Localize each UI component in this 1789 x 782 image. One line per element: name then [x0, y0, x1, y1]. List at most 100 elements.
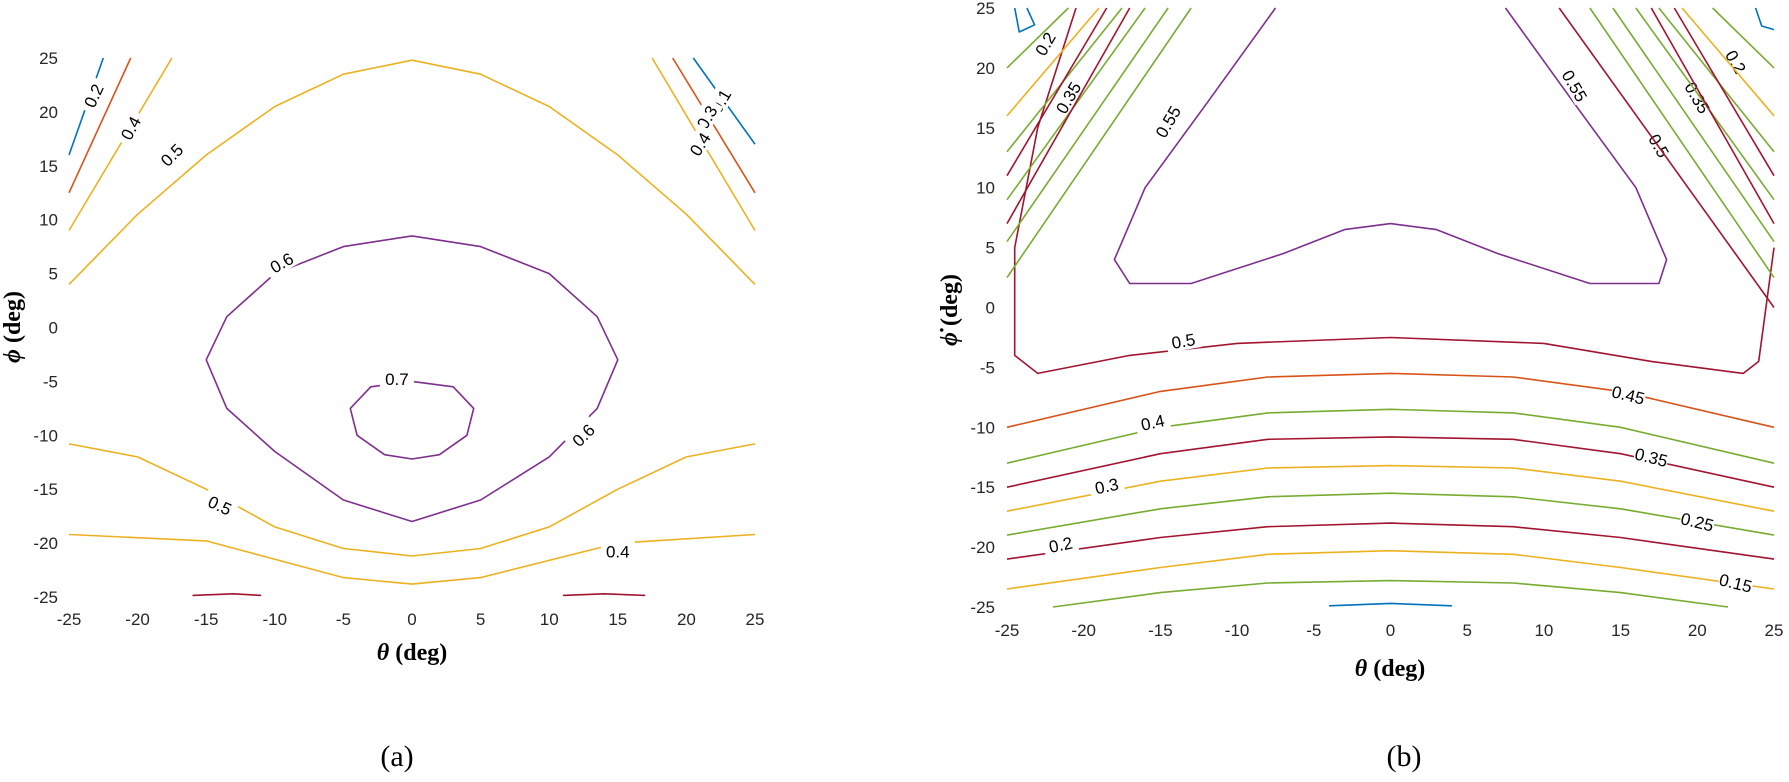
contour-line — [1006, 7, 1108, 177]
contour-label: 0.7 — [385, 370, 409, 389]
panel-b: 0.550.550.50.50.450.40.350.35 0.350.30.25… — [937, 0, 1783, 773]
contour-label-background — [1027, 23, 1062, 64]
contour-line — [672, 57, 756, 194]
contour-label: 0.4 — [1139, 411, 1166, 434]
contour-line — [1006, 492, 1775, 536]
contour-label-background — [379, 368, 414, 389]
y-tick-label: -20 — [970, 538, 995, 557]
x-tick-label: 0 — [407, 610, 416, 629]
panel-a-caption: (a) — [380, 740, 413, 773]
contour-line — [1006, 7, 1069, 69]
y-tick-label: -20 — [33, 534, 58, 553]
contour-line — [1712, 7, 1775, 69]
panel-b-contours: 0.550.550.50.50.450.40.350.35 0.350.30.25… — [1006, 7, 1775, 608]
y-tick-label: -5 — [980, 358, 995, 377]
x-tick-label: 5 — [1462, 621, 1471, 640]
contour-label-background — [563, 415, 602, 454]
y-tick-label: -10 — [33, 426, 58, 445]
panel-a: 0.10.20.30.40.40.40.50.50.60.60.7 -25 -20… — [0, 49, 764, 773]
contour-line — [1006, 522, 1775, 560]
y-tick-label: -5 — [43, 372, 58, 391]
contour-label-background — [1041, 530, 1080, 558]
contour-line — [205, 235, 619, 523]
contour-line — [1650, 7, 1775, 224]
contour-label-background — [1609, 380, 1648, 408]
x-tick-label: -10 — [1225, 621, 1250, 640]
contour-line — [1329, 602, 1452, 607]
contour-line — [1006, 7, 1100, 117]
y-tick-label: 25 — [976, 0, 995, 18]
panel-a-y-ticks: -25 -20 -15 -10 -5 0 5 10 15 20 25 — [33, 49, 58, 607]
y-tick-label: 5 — [986, 239, 995, 258]
panel-a-plot-area — [69, 58, 755, 597]
contour-line — [349, 380, 475, 460]
x-tick-label: 0 — [1386, 621, 1395, 640]
y-tick-label: 10 — [39, 211, 58, 230]
contour-line — [192, 592, 262, 597]
contour-line — [562, 592, 646, 597]
y-tick-label: 5 — [49, 265, 58, 284]
contour-label-background — [1558, 65, 1593, 106]
panel-b-x-ticks: -25 -20 -15 -10 -5 0 5 10 15 20 25 — [995, 621, 1784, 640]
x-tick-label: -5 — [1306, 621, 1321, 640]
panel-b-y-axis-label: ϕ̇ (deg) — [937, 274, 963, 346]
contour-label: 0.3 — [1093, 475, 1120, 498]
contour-line — [1013, 7, 1775, 375]
x-tick-label: 20 — [1688, 621, 1707, 640]
y-tick-label: -25 — [33, 588, 58, 607]
contour-label-background — [1678, 507, 1717, 535]
y-tick-label: 15 — [39, 157, 58, 176]
panel-a-contours: 0.10.20.30.40.40.40.50.50.60.60.7 — [68, 57, 756, 597]
contour-line — [1006, 7, 1169, 243]
contour-label-background — [600, 540, 635, 561]
y-tick-label: 0 — [49, 319, 58, 338]
y-tick-label: -10 — [970, 418, 995, 437]
contour-line — [1006, 7, 1131, 224]
y-tick-label: 20 — [39, 103, 58, 122]
panel-b-x-axis-label: θ (deg) — [1355, 656, 1425, 682]
x-tick-label: 20 — [677, 610, 696, 629]
contour-line — [1673, 7, 1775, 177]
contour-line — [1113, 7, 1668, 285]
contour-label: 0.35 — [1633, 445, 1670, 471]
contour-line — [68, 443, 756, 557]
x-tick-label: -15 — [1148, 621, 1173, 640]
contour-line — [1006, 464, 1775, 512]
contour-label-background — [1087, 471, 1126, 499]
x-tick-label: 15 — [608, 610, 627, 629]
contour-label-background — [1164, 327, 1202, 353]
contour-label-background — [1717, 568, 1755, 596]
contour-label-background — [200, 488, 240, 521]
contour-label: 0.5 — [1170, 330, 1197, 353]
contour-label: 0.35 — [1680, 79, 1713, 117]
contour-label: 0.55 — [1152, 103, 1185, 141]
x-tick-label: -20 — [1071, 621, 1096, 640]
x-tick-label: 10 — [1534, 621, 1553, 640]
contour-label-background — [261, 244, 301, 280]
x-tick-label: -25 — [995, 621, 1020, 640]
panel-a-x-axis-label: θ (deg) — [377, 640, 447, 666]
contour-label-background — [1632, 442, 1671, 471]
x-tick-label: 25 — [1765, 621, 1784, 640]
x-tick-label: 5 — [476, 610, 485, 629]
contour-line — [1558, 7, 1775, 308]
contour-label-background — [113, 107, 147, 148]
contour-label-background — [1050, 77, 1085, 118]
x-tick-label: -20 — [125, 610, 150, 629]
contour-line — [68, 57, 173, 231]
x-tick-label: -25 — [57, 610, 82, 629]
contour-line — [1006, 7, 1192, 279]
contour-line — [1052, 579, 1729, 608]
contour-label: 0.25 — [1679, 509, 1716, 535]
y-tick-label: -15 — [970, 478, 995, 497]
y-tick-label: 0 — [986, 299, 995, 318]
x-tick-label: -10 — [263, 610, 288, 629]
contour-line — [68, 59, 756, 285]
contour-line — [1006, 549, 1775, 590]
y-tick-label: -25 — [970, 598, 995, 617]
contour-line — [1612, 7, 1775, 243]
contour-label: 0.45 — [1610, 382, 1647, 408]
contour-label: 0.2 — [1047, 533, 1074, 557]
x-tick-label: 10 — [540, 610, 559, 629]
